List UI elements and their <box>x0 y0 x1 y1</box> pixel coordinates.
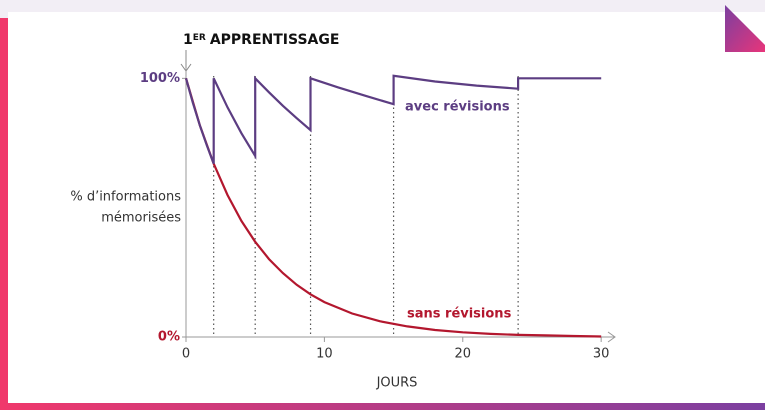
x-tick-label: 30 <box>593 347 610 362</box>
series-label: avec révisions <box>405 100 510 115</box>
left-accent <box>0 18 8 403</box>
card <box>8 12 765 404</box>
plot: 0 10 20 30 0% 100% sans révisions avec révision… <box>140 68 616 362</box>
corner-accent <box>725 5 765 52</box>
series-label: sans révisions <box>407 307 512 322</box>
series-line <box>184 77 602 338</box>
bottom-accent <box>0 403 765 410</box>
x-axis-label: JOURS <box>376 376 418 391</box>
annotation: 1ER APPRENTISSAGE <box>183 32 339 48</box>
x-tick-label: 10 <box>316 347 333 362</box>
x-axis-arrow <box>607 331 616 343</box>
y-tick-label: 0% <box>158 330 180 345</box>
series-line <box>184 74 602 165</box>
x-tick-label: 0 <box>182 347 190 362</box>
x-tick-label: 20 <box>455 347 472 362</box>
y-tick-label: 100% <box>140 71 180 86</box>
y-axis-label: % d’informations <box>70 190 181 205</box>
y-axis-label: mémorisées <box>101 211 181 226</box>
